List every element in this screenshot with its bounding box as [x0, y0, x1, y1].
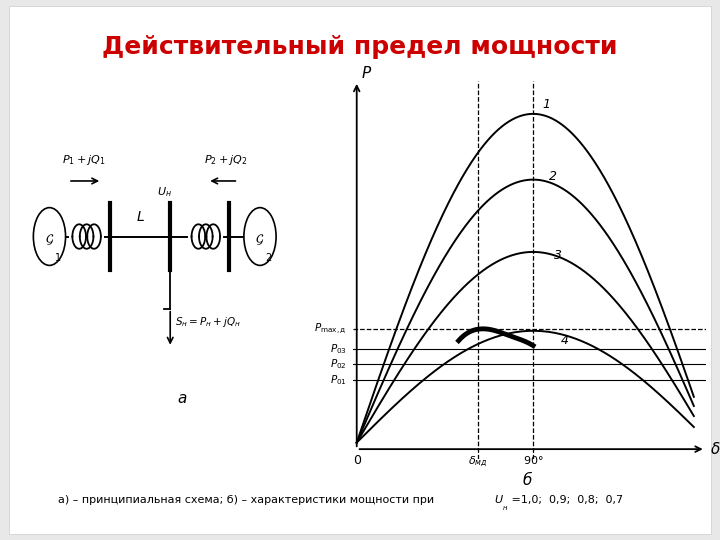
- Text: $P_{03}$: $P_{03}$: [330, 342, 347, 356]
- Text: $U_н$: $U_н$: [156, 185, 171, 199]
- Text: 1: 1: [543, 98, 551, 111]
- Text: $L$: $L$: [135, 210, 145, 224]
- Text: 2: 2: [266, 253, 271, 262]
- Text: $P_{\rm max,д}$: $P_{\rm max,д}$: [315, 322, 347, 336]
- Text: $\mathcal{G}$: $\mathcal{G}$: [256, 232, 265, 247]
- Text: Действительный предел мощности: Действительный предел мощности: [102, 35, 618, 59]
- Text: 0: 0: [353, 454, 361, 467]
- Circle shape: [244, 208, 276, 265]
- Text: $U$: $U$: [494, 493, 504, 505]
- Text: $P$: $P$: [361, 65, 372, 81]
- Text: 1: 1: [55, 253, 61, 262]
- Text: $P_2+jQ_2$: $P_2+jQ_2$: [204, 153, 248, 167]
- Circle shape: [33, 208, 66, 265]
- Text: $90°$: $90°$: [523, 454, 544, 466]
- Text: $P_{01}$: $P_{01}$: [330, 373, 347, 387]
- Text: $P_{02}$: $P_{02}$: [330, 357, 347, 370]
- Text: $_{н}$: $_{н}$: [502, 503, 508, 513]
- Text: $\mathcal{G}$: $\mathcal{G}$: [45, 232, 54, 247]
- Text: $a$: $a$: [177, 391, 188, 406]
- Text: =1,0;  0,9;  0,8;  0,7: =1,0; 0,9; 0,8; 0,7: [508, 495, 624, 505]
- Text: 2: 2: [549, 170, 557, 183]
- Text: $б$: $б$: [522, 470, 533, 488]
- Text: 4: 4: [560, 334, 568, 347]
- Text: а) – принципиальная схема; б) – характеристики мощности при: а) – принципиальная схема; б) – характер…: [58, 495, 433, 505]
- Text: $P_1+jQ_1$: $P_1+jQ_1$: [62, 153, 105, 167]
- Text: $\delta$: $\delta$: [709, 441, 720, 457]
- Text: $\delta_{мд}$: $\delta_{мд}$: [469, 454, 488, 469]
- Text: 3: 3: [554, 249, 562, 262]
- Text: $S_н=P_н+jQ_н$: $S_н=P_н+jQ_н$: [175, 315, 240, 329]
